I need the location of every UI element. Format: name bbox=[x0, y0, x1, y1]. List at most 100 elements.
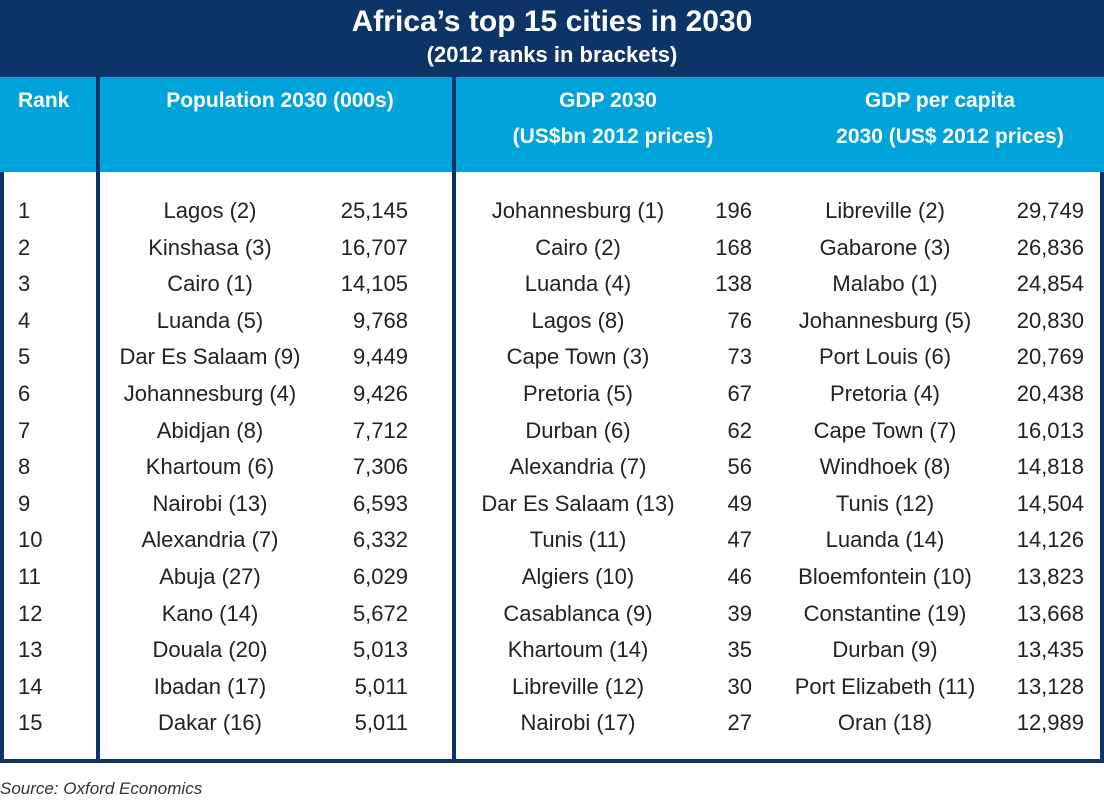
gdp-per-capita-city-cell: Gabarone (3) bbox=[819, 234, 951, 260]
source-note: Source: Oxford Economics bbox=[0, 779, 203, 798]
population-value-cell: 7,712 bbox=[352, 417, 408, 443]
gdp-per-capita-value-cell: 29,749 bbox=[1016, 198, 1084, 223]
header-gdp-line2: (US$bn 2012 prices) bbox=[512, 125, 714, 148]
gdp-per-capita-city-cell: Libreville (2) bbox=[825, 198, 945, 223]
population-city-cell: Nairobi (13) bbox=[152, 490, 268, 516]
gdp-per-capita-value-cell: 16,013 bbox=[1016, 417, 1084, 443]
gdp-value-cell: 62 bbox=[727, 417, 752, 443]
gdp-per-capita-city-cell: Tunis (12) bbox=[835, 490, 935, 516]
gdp-per-capita-value-cell: 14,818 bbox=[1016, 454, 1084, 480]
rank-cell: 8 bbox=[18, 454, 31, 480]
gdp-value-cell: 49 bbox=[727, 490, 752, 516]
table-title: Africa’s top 15 cities in 2030 bbox=[351, 5, 753, 38]
gdp-value-cell: 35 bbox=[727, 637, 752, 663]
gdp-per-capita-city-cell: Johannesburg (5) bbox=[798, 307, 972, 333]
column-divider-2 bbox=[452, 77, 456, 763]
gdp-per-capita-value-cell: 24,854 bbox=[1016, 271, 1084, 297]
gdp-value-cell: 73 bbox=[727, 344, 752, 370]
rank-cell: 13 bbox=[18, 637, 43, 663]
gdp-per-capita-city-cell: Bloemfontein (10) bbox=[798, 564, 972, 589]
gdp-city-cell: Johannesburg (1) bbox=[491, 198, 665, 223]
gdp-value-cell: 168 bbox=[715, 234, 752, 260]
population-value-cell: 9,426 bbox=[352, 381, 408, 406]
population-value-cell: 9,768 bbox=[352, 307, 408, 333]
gdp-per-capita-value-cell: 13,668 bbox=[1016, 600, 1084, 626]
population-city-cell: Kinshasa (3) bbox=[148, 234, 272, 260]
gdp-value-cell: 47 bbox=[727, 527, 752, 553]
header-rank: Rank bbox=[18, 89, 70, 112]
header-population: Population 2030 (000s) bbox=[166, 89, 394, 112]
gdp-value-cell: 46 bbox=[727, 564, 752, 589]
population-value-cell: 9,449 bbox=[352, 344, 408, 370]
gdp-per-capita-city-cell: Luanda (14) bbox=[825, 527, 945, 553]
gdp-city-cell: Libreville (12) bbox=[511, 673, 645, 699]
population-city-cell: Douala (20) bbox=[152, 637, 268, 663]
gdp-city-cell: Tunis (11) bbox=[529, 527, 627, 553]
gdp-per-capita-value-cell: 20,830 bbox=[1016, 307, 1084, 333]
rank-cell: 10 bbox=[18, 527, 43, 553]
rank-cell: 2 bbox=[18, 234, 31, 260]
population-value-cell: 5,013 bbox=[352, 637, 408, 663]
population-value-cell: 16,707 bbox=[340, 234, 408, 260]
population-city-cell: Cairo (1) bbox=[167, 271, 253, 297]
rank-cell: 14 bbox=[18, 673, 43, 699]
gdp-per-capita-value-cell: 26,836 bbox=[1016, 234, 1084, 260]
population-city-cell: Alexandria (7) bbox=[141, 527, 279, 553]
gdp-per-capita-value-cell: 14,126 bbox=[1016, 527, 1084, 553]
gdp-value-cell: 67 bbox=[727, 381, 752, 406]
gdp-per-capita-value-cell: 20,769 bbox=[1016, 344, 1084, 370]
gdp-per-capita-city-cell: Oran (18) bbox=[837, 710, 933, 736]
gdp-value-cell: 56 bbox=[727, 454, 752, 480]
gdp-value-cell: 76 bbox=[727, 307, 752, 333]
header-gdppc-line2: 2030 (US$ 2012 prices) bbox=[836, 125, 1064, 148]
gdp-city-cell: Cairo (2) bbox=[535, 234, 621, 260]
table-subtitle: (2012 ranks in brackets) bbox=[426, 42, 678, 67]
rank-cell: 5 bbox=[18, 344, 31, 370]
gdp-per-capita-city-cell: Port Louis (6) bbox=[818, 344, 952, 370]
gdp-city-cell: Cape Town (3) bbox=[506, 344, 650, 370]
gdp-city-cell: Luanda (4) bbox=[524, 271, 632, 297]
gdp-city-cell: Durban (6) bbox=[525, 417, 631, 443]
population-city-cell: Dar Es Salaam (9) bbox=[119, 344, 301, 370]
gdp-per-capita-city-cell: Durban (9) bbox=[832, 637, 938, 663]
population-value-cell: 6,029 bbox=[352, 564, 408, 589]
rank-cell: 11 bbox=[18, 564, 41, 589]
rank-cell: 6 bbox=[18, 381, 31, 406]
rank-cell: 3 bbox=[18, 271, 31, 297]
gdp-value-cell: 138 bbox=[715, 271, 752, 297]
rank-cell: 7 bbox=[18, 417, 31, 443]
title-band: Africa’s top 15 cities in 2030 (2012 ran… bbox=[0, 0, 1104, 77]
population-value-cell: 7,306 bbox=[352, 454, 408, 480]
gdp-per-capita-city-cell: Port Elizabeth (11) bbox=[794, 673, 976, 699]
gdp-city-cell: Nairobi (17) bbox=[520, 710, 636, 736]
population-value-cell: 25,145 bbox=[340, 198, 408, 223]
gdp-per-capita-value-cell: 13,823 bbox=[1016, 564, 1084, 589]
gdp-per-capita-city-cell: Constantine (19) bbox=[803, 600, 967, 626]
population-value-cell: 6,593 bbox=[352, 490, 408, 516]
population-city-cell: Luanda (5) bbox=[156, 307, 264, 333]
rank-cell: 12 bbox=[18, 600, 43, 626]
gdp-value-cell: 39 bbox=[727, 600, 752, 626]
gdp-per-capita-value-cell: 12,989 bbox=[1016, 710, 1084, 736]
population-city-cell: Johannesburg (4) bbox=[123, 381, 297, 406]
population-city-cell: Ibadan (17) bbox=[153, 673, 267, 699]
gdp-per-capita-city-cell: Cape Town (7) bbox=[813, 417, 957, 443]
gdp-per-capita-value-cell: 14,504 bbox=[1016, 490, 1084, 516]
header-gdp-line1: GDP 2030 bbox=[559, 89, 657, 112]
rank-cell: 1 bbox=[18, 198, 31, 223]
population-city-cell: Kano (14) bbox=[161, 600, 259, 626]
gdp-city-cell: Algiers (10) bbox=[521, 564, 635, 589]
gdp-city-cell: Pretoria (5) bbox=[522, 381, 634, 406]
population-value-cell: 5,011 bbox=[354, 710, 408, 736]
gdp-per-capita-value-cell: 13,435 bbox=[1016, 637, 1084, 663]
gdp-city-cell: Lagos (8) bbox=[531, 307, 625, 333]
gdp-per-capita-value-cell: 20,438 bbox=[1016, 381, 1084, 406]
population-city-cell: Lagos (2) bbox=[163, 198, 257, 223]
gdp-value-cell: 30 bbox=[727, 673, 752, 699]
gdp-city-cell: Dar Es Salaam (13) bbox=[481, 490, 675, 516]
gdp-per-capita-city-cell: Malabo (1) bbox=[832, 271, 938, 297]
gdp-city-cell: Khartoum (14) bbox=[507, 637, 649, 663]
population-city-cell: Abidjan (8) bbox=[156, 417, 264, 443]
gdp-per-capita-city-cell: Pretoria (4) bbox=[829, 381, 941, 406]
population-city-cell: Khartoum (6) bbox=[145, 454, 275, 480]
